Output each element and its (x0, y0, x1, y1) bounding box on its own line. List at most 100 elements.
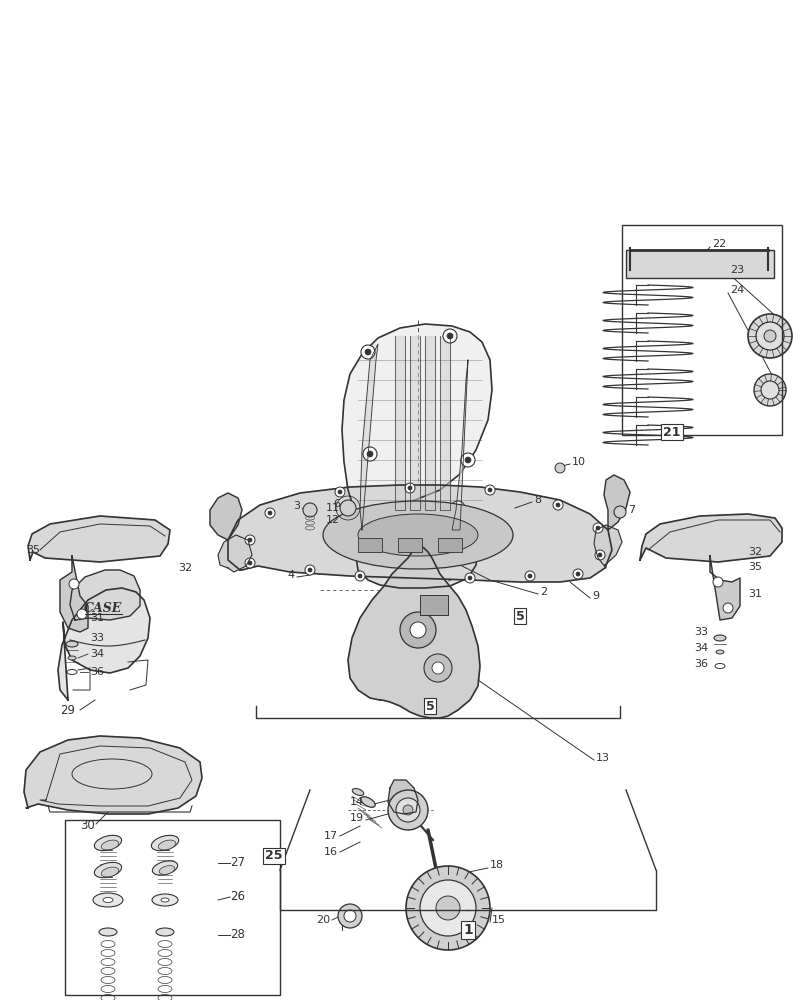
Text: 28: 28 (230, 928, 245, 941)
Circle shape (414, 509, 420, 515)
Circle shape (573, 569, 582, 579)
Circle shape (419, 880, 475, 936)
Circle shape (247, 561, 251, 565)
Circle shape (431, 662, 444, 674)
Bar (397, 538, 422, 552)
Polygon shape (359, 344, 378, 530)
Polygon shape (348, 546, 479, 718)
Circle shape (755, 322, 783, 350)
Circle shape (247, 538, 251, 542)
Bar (65, 820, 280, 995)
Polygon shape (210, 493, 242, 540)
Text: 36: 36 (693, 659, 707, 669)
Circle shape (465, 573, 474, 583)
Text: 6: 6 (333, 499, 340, 509)
Text: 31: 31 (747, 589, 761, 599)
Ellipse shape (99, 928, 117, 936)
Text: 12: 12 (325, 515, 340, 525)
Text: CASE: CASE (84, 601, 122, 614)
Text: 27: 27 (230, 856, 245, 869)
Ellipse shape (323, 501, 513, 569)
Polygon shape (594, 525, 621, 568)
Text: 21: 21 (663, 426, 680, 438)
Bar (437, 538, 461, 552)
Text: 32: 32 (747, 547, 762, 557)
Text: 26: 26 (230, 890, 245, 903)
Ellipse shape (352, 789, 363, 795)
Circle shape (722, 603, 732, 613)
Text: 5: 5 (425, 700, 434, 712)
Polygon shape (440, 336, 449, 510)
Polygon shape (639, 514, 781, 562)
Ellipse shape (101, 840, 118, 850)
Polygon shape (60, 556, 88, 632)
Text: 18: 18 (489, 860, 504, 870)
Circle shape (423, 654, 452, 682)
Bar (625, 250, 773, 278)
Text: 10: 10 (571, 457, 586, 467)
Circle shape (367, 451, 372, 457)
Circle shape (406, 866, 489, 950)
Text: 3: 3 (293, 501, 299, 511)
Polygon shape (217, 535, 251, 572)
Circle shape (556, 503, 560, 507)
Circle shape (337, 904, 362, 928)
Text: 25: 25 (265, 849, 282, 862)
Text: 33: 33 (693, 627, 707, 637)
Circle shape (305, 565, 315, 575)
Text: 7: 7 (627, 505, 634, 515)
Ellipse shape (715, 650, 723, 654)
Ellipse shape (713, 635, 725, 641)
Circle shape (307, 568, 311, 572)
Text: 2: 2 (539, 587, 547, 597)
Circle shape (245, 535, 255, 545)
Ellipse shape (360, 797, 375, 807)
Text: 5: 5 (515, 609, 524, 622)
Circle shape (363, 447, 376, 461)
Circle shape (335, 487, 345, 497)
Text: 29: 29 (60, 704, 75, 716)
Circle shape (264, 508, 275, 518)
Ellipse shape (94, 862, 122, 878)
Polygon shape (58, 588, 150, 700)
Ellipse shape (94, 835, 122, 851)
Circle shape (461, 453, 474, 467)
Text: 20: 20 (315, 915, 329, 925)
Circle shape (410, 505, 424, 519)
Text: 1: 1 (462, 923, 472, 937)
Circle shape (552, 500, 562, 510)
Circle shape (69, 579, 79, 589)
Circle shape (575, 572, 579, 576)
Ellipse shape (66, 641, 78, 647)
Ellipse shape (358, 514, 478, 556)
Circle shape (747, 314, 791, 358)
Circle shape (753, 374, 785, 406)
Ellipse shape (68, 656, 76, 660)
Circle shape (77, 609, 87, 619)
Circle shape (446, 333, 453, 339)
Polygon shape (24, 736, 202, 814)
Circle shape (753, 258, 765, 270)
Ellipse shape (101, 867, 118, 877)
Polygon shape (603, 475, 629, 530)
Circle shape (268, 511, 272, 515)
Circle shape (388, 790, 427, 830)
Circle shape (592, 523, 603, 533)
Text: 24: 24 (729, 285, 744, 295)
Text: 36: 36 (90, 667, 104, 677)
Ellipse shape (158, 840, 175, 850)
Circle shape (337, 490, 341, 494)
Polygon shape (394, 336, 405, 510)
Circle shape (525, 571, 534, 581)
Ellipse shape (156, 928, 174, 936)
Circle shape (484, 485, 495, 495)
Polygon shape (228, 485, 611, 582)
Text: 22: 22 (711, 239, 725, 249)
Circle shape (635, 258, 647, 270)
Circle shape (454, 505, 461, 511)
Text: 19: 19 (350, 813, 363, 823)
Circle shape (613, 506, 625, 518)
Text: 34: 34 (693, 643, 707, 653)
Circle shape (467, 576, 471, 580)
Bar (419, 595, 448, 615)
